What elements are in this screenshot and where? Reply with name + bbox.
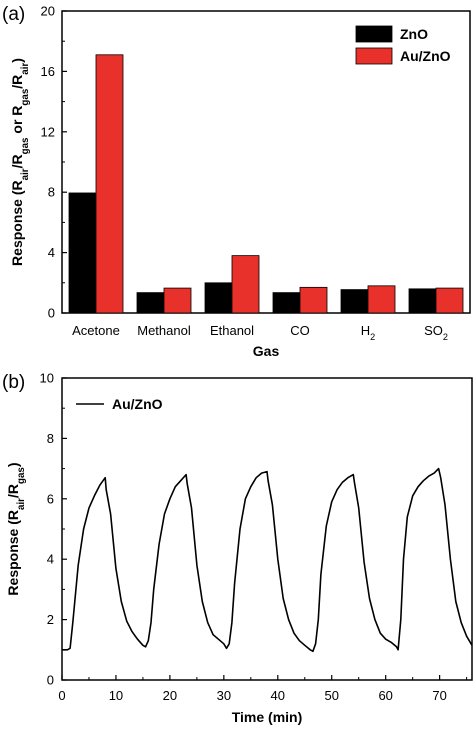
x-tick-label: CO (290, 323, 310, 338)
bar-zno-so2 (408, 288, 437, 314)
y-tick-label: 0 (48, 306, 55, 321)
x-tick-label: 50 (325, 688, 339, 703)
x-tick-label: Acetone (72, 323, 120, 338)
x-tick-label: 10 (109, 688, 123, 703)
subscript: gas (20, 137, 31, 154)
y-tick-label: 12 (41, 124, 55, 139)
y-tick-label: 2 (47, 612, 54, 627)
subscript: gas (16, 467, 27, 484)
text-part: /R (5, 484, 21, 498)
bar-auzno-h2 (367, 285, 396, 314)
text-part: ) (5, 462, 21, 467)
x-axis-title: Time (min) (232, 709, 303, 725)
legend-label: Au/ZnO (112, 396, 163, 412)
text-part: /R (9, 154, 25, 168)
x-tick-label: 30 (217, 688, 231, 703)
y-tick-label: 16 (41, 64, 55, 79)
x-axis-title: Gas (253, 343, 280, 359)
subscript: 2 (370, 332, 375, 342)
y-tick-label: 10 (40, 371, 54, 386)
bar-auzno-acetone (95, 54, 124, 314)
x-tick-label: Methanol (137, 323, 191, 338)
bar-zno-h2 (340, 289, 369, 314)
x-tick-label: Ethanol (210, 323, 254, 338)
y-axis-title: Response (Rair/Rgas or Rgas/Rair) (9, 58, 31, 266)
y-axis-title: Response (Rair/Rgas) (5, 462, 27, 595)
bar-zno-ethanol (204, 282, 233, 314)
x-tick-label: 70 (432, 688, 446, 703)
x-tick-label-text: SO (424, 323, 443, 338)
x-tick-label: 60 (378, 688, 392, 703)
text-part: or R (9, 106, 25, 138)
bar-zno-methanol (136, 292, 165, 314)
legend-label: Au/ZnO (400, 48, 451, 64)
text-part: Response (R (9, 180, 25, 266)
bar-auzno-co (299, 286, 328, 314)
x-tick-label-text: H (361, 323, 370, 338)
x-tick-label: H2 (361, 323, 375, 342)
bar-auzno-methanol (163, 287, 192, 314)
panel-b-plot-area: 0 2 4 6 8 10 0 10 20 30 40 50 60 70 Time (min) Response… (5, 371, 473, 725)
x-tick-label: SO2 (424, 323, 448, 342)
panel-a-label: (a) (2, 4, 25, 25)
panel-b-label: (b) (2, 372, 25, 393)
bar-auzno-so2 (435, 287, 464, 314)
bar-zno-acetone (68, 192, 97, 314)
y-tick-label: 0 (47, 673, 54, 688)
text-part: Response (R (5, 510, 21, 596)
legend-label: ZnO (400, 26, 428, 42)
x-tick-label: 40 (271, 688, 285, 703)
subscript: air (20, 63, 31, 75)
subscript: gas (20, 88, 31, 105)
text-part: ) (9, 58, 25, 63)
x-tick-label: 0 (58, 688, 65, 703)
subscript: air (20, 168, 31, 180)
x-tick-label-text: CO (290, 323, 310, 338)
y-tick-label: 4 (47, 552, 54, 567)
x-tick-label-text: Ethanol (210, 323, 254, 338)
panel-b: (b) 0 2 4 6 8 10 0 10 20 30 40 50 60 70 Time (min) Resp… (2, 371, 473, 725)
subscript: 2 (443, 332, 448, 342)
x-tick-label-text: Acetone (72, 323, 120, 338)
legend-swatch (355, 47, 393, 65)
text-part: /R (9, 75, 25, 89)
bar-auzno-ethanol (231, 255, 260, 314)
legend-swatch (355, 25, 393, 43)
x-tick-label-text: Methanol (137, 323, 191, 338)
bar-zno-co (272, 292, 301, 314)
y-tick-label: 8 (47, 431, 54, 446)
y-tick-label: 8 (48, 185, 55, 200)
y-tick-label: 6 (47, 491, 54, 506)
plot-frame (61, 377, 473, 681)
y-tick-label: 4 (48, 245, 55, 260)
subscript: air (16, 498, 27, 510)
y-tick-label: 20 (41, 4, 55, 19)
x-tick-label: 20 (163, 688, 177, 703)
series-line-auzno (62, 467, 473, 653)
